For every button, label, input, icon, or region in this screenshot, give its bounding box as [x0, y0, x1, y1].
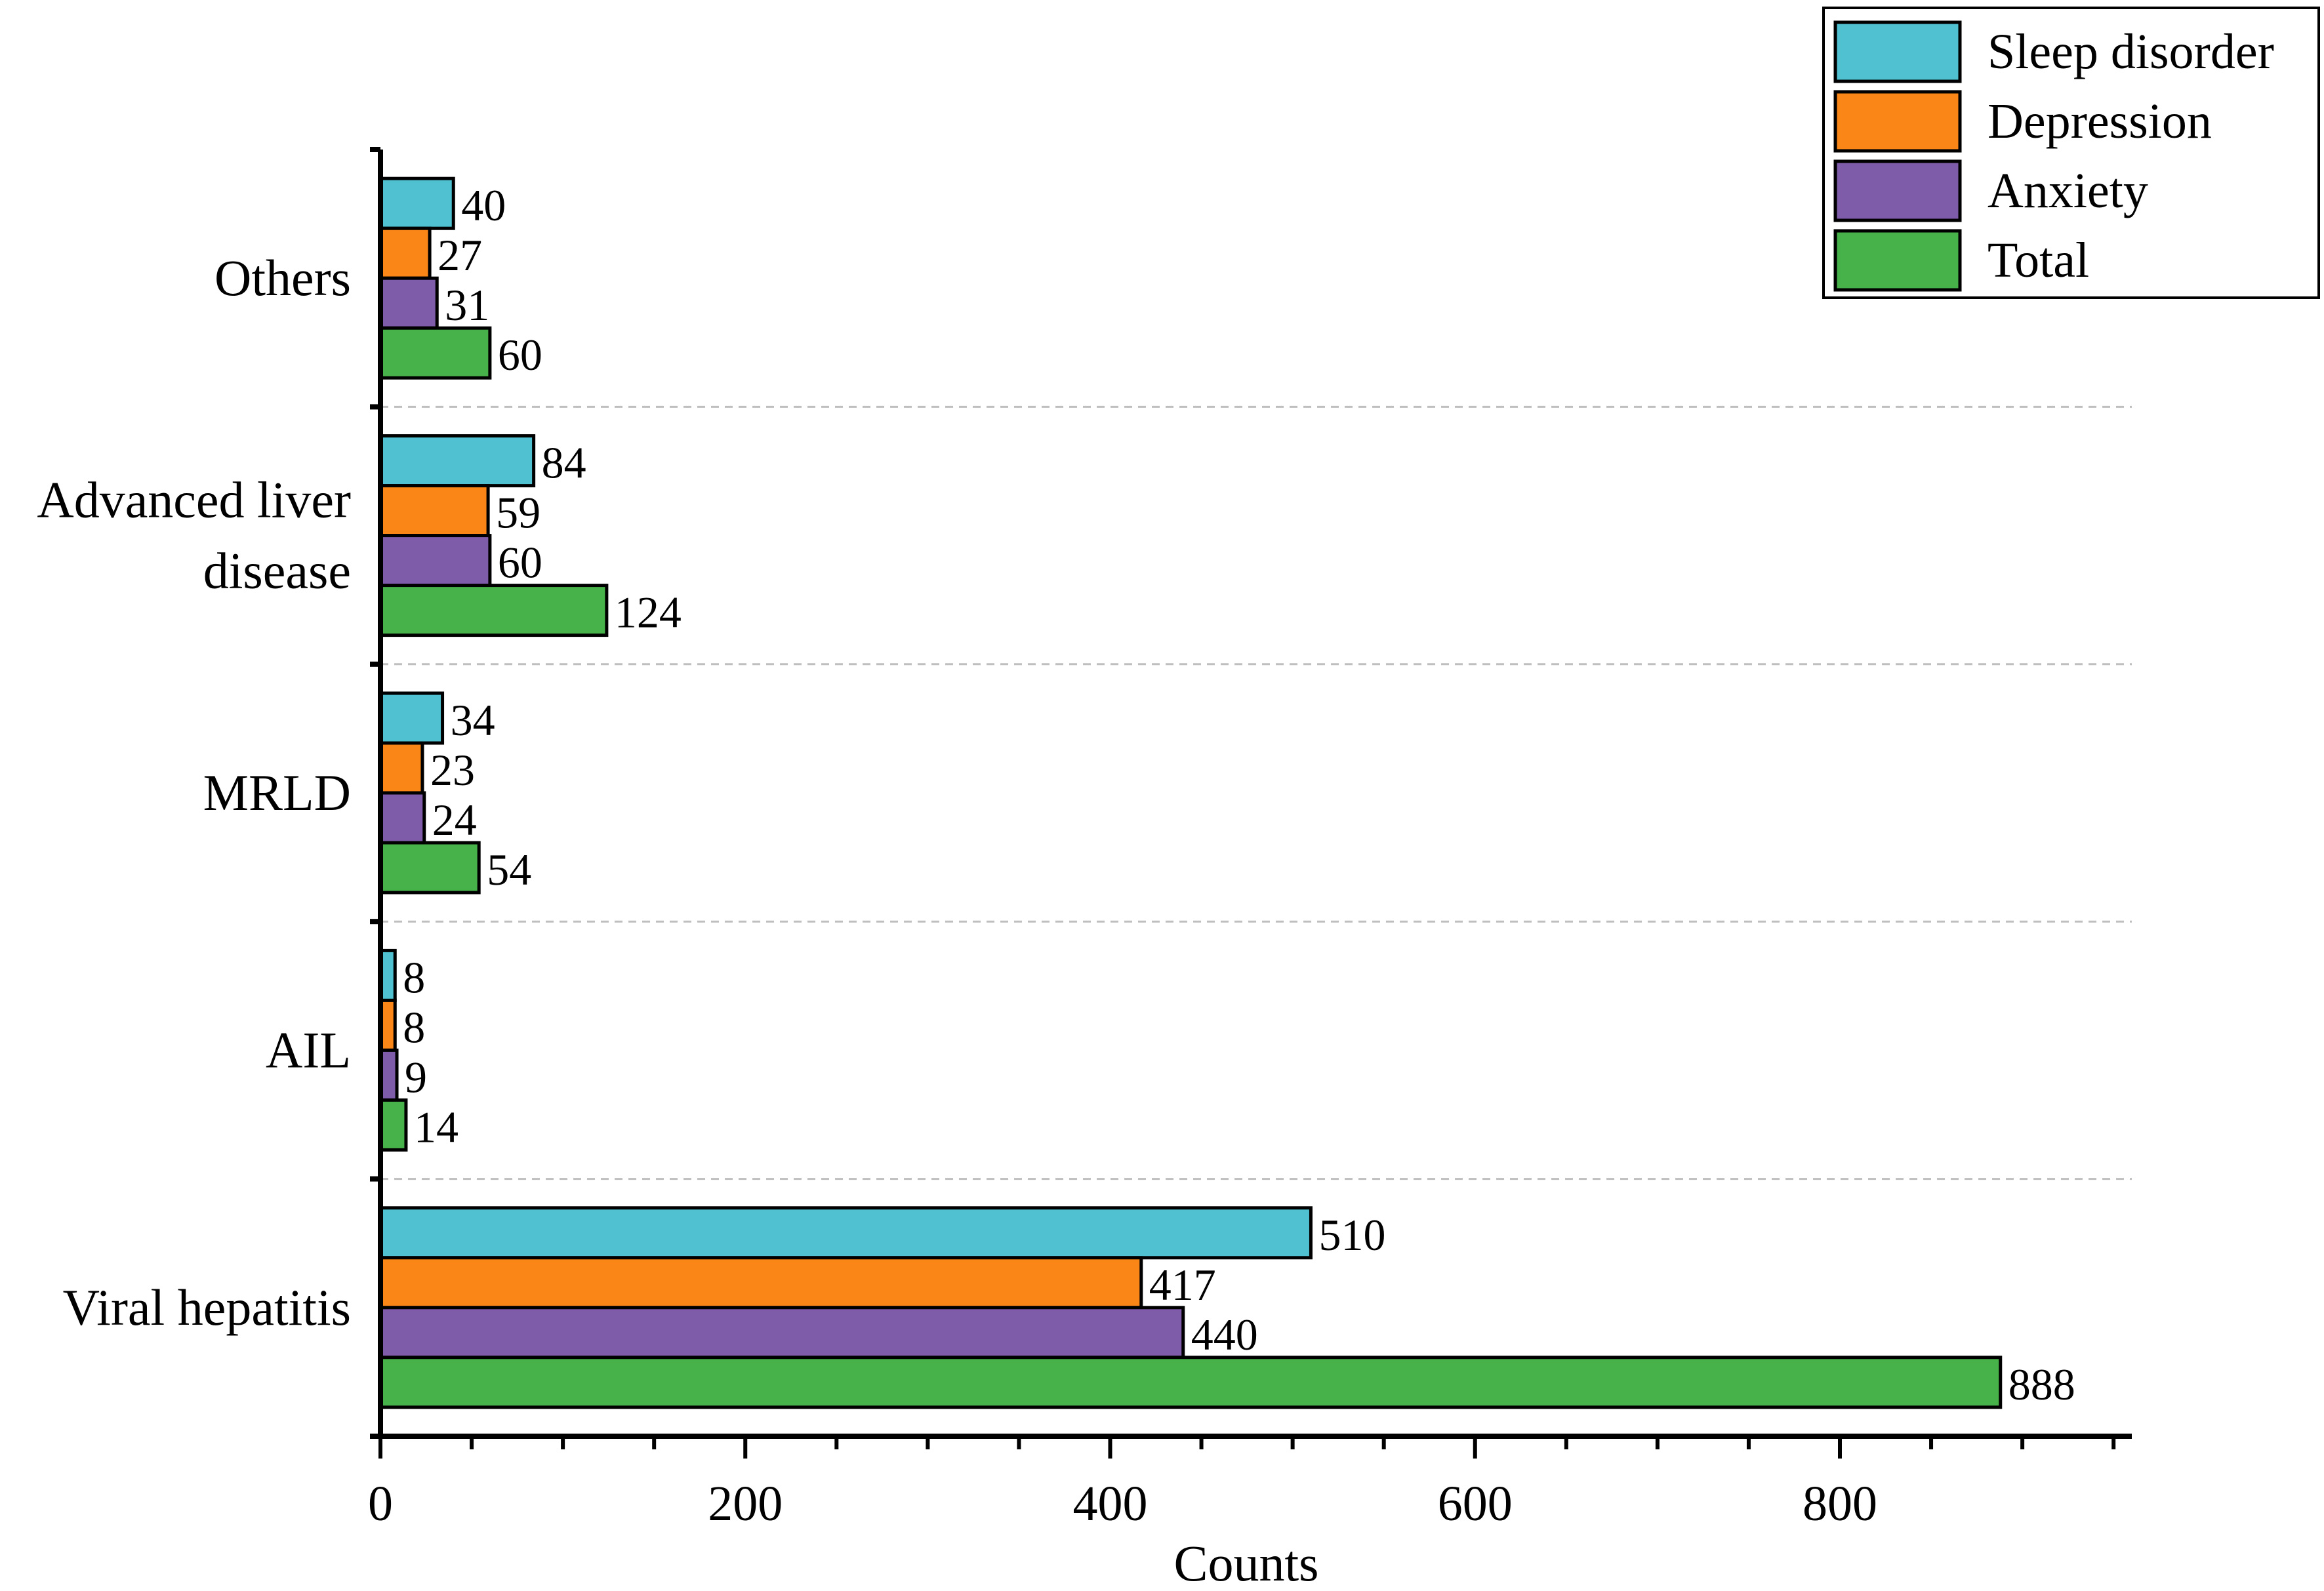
- data-label: 14: [414, 1102, 459, 1152]
- data-label: 8: [403, 952, 425, 1002]
- bar-sleep-disorder: [378, 691, 445, 745]
- data-label: 60: [498, 538, 542, 588]
- legend-label: Depression: [1988, 94, 2212, 149]
- data-label: 59: [496, 488, 540, 538]
- category-label: AIL: [266, 1021, 351, 1078]
- x-tick-label: 400: [1073, 1476, 1148, 1531]
- data-label: 440: [1191, 1310, 1258, 1359]
- data-label: 124: [615, 588, 682, 637]
- data-label: 40: [461, 180, 506, 230]
- bar-depression: [378, 226, 432, 280]
- axes: 0 200 400 600 800: [368, 147, 2132, 1531]
- data-label: 24: [432, 795, 477, 845]
- data-label: 888: [2008, 1359, 2075, 1409]
- bar-anxiety: [378, 534, 492, 588]
- legend-swatch-anxiety: [1833, 159, 1962, 222]
- data-label: 60: [498, 330, 542, 380]
- category-label: Viral hepatitis: [63, 1279, 351, 1336]
- bar-total: [378, 326, 492, 380]
- bars: [378, 176, 2003, 1409]
- bar-anxiety: [378, 791, 426, 845]
- data-label: 54: [487, 845, 531, 895]
- data-label: 417: [1149, 1260, 1216, 1310]
- data-label: 84: [542, 438, 586, 488]
- bar-sleep-disorder: [378, 1206, 1313, 1260]
- x-tick-label: 200: [708, 1476, 783, 1531]
- data-label: 8: [403, 1002, 425, 1052]
- data-label: 510: [1318, 1210, 1385, 1260]
- data-label: 31: [445, 280, 489, 330]
- x-axis-title: Counts: [1173, 1535, 1318, 1591]
- category-label: Advanced liver disease: [37, 472, 351, 599]
- data-label: 34: [451, 695, 495, 745]
- bar-total: [378, 1098, 408, 1152]
- legend-label: Total: [1988, 233, 2089, 288]
- legend-label: Sleep disorder: [1988, 24, 2274, 79]
- bar-depression: [378, 1256, 1143, 1310]
- bar-anxiety: [378, 1306, 1185, 1359]
- bar-total: [378, 1356, 2003, 1409]
- data-labels: 4027316084596012434232454889145104174408…: [403, 180, 2075, 1409]
- category-label: Others: [214, 249, 351, 306]
- bar-anxiety: [378, 276, 439, 330]
- legend: Sleep disorder Depression Anxiety Total: [1822, 7, 2320, 299]
- category-label: MRLD: [203, 764, 351, 821]
- data-label: 9: [405, 1052, 427, 1102]
- data-label: 27: [438, 230, 482, 280]
- x-tick-label: 800: [1803, 1476, 1877, 1531]
- legend-swatch-total: [1833, 229, 1962, 292]
- category-separators: [380, 405, 2132, 1180]
- bar-sleep-disorder: [378, 176, 455, 230]
- bar-total: [378, 841, 481, 895]
- legend-swatch-depression: [1833, 90, 1962, 153]
- legend-swatch-sleep-disorder: [1833, 20, 1962, 83]
- x-tick-label: 600: [1438, 1476, 1513, 1531]
- bar-sleep-disorder: [378, 434, 536, 488]
- x-tick-label: 0: [368, 1476, 393, 1531]
- bar-depression: [378, 741, 424, 795]
- data-label: 23: [430, 745, 475, 795]
- category-labels: Others Advanced liver disease MRLD AIL Viral …: [37, 249, 351, 1336]
- bar-total: [378, 584, 609, 637]
- bar-depression: [378, 484, 490, 538]
- legend-label: Anxiety: [1988, 163, 2148, 218]
